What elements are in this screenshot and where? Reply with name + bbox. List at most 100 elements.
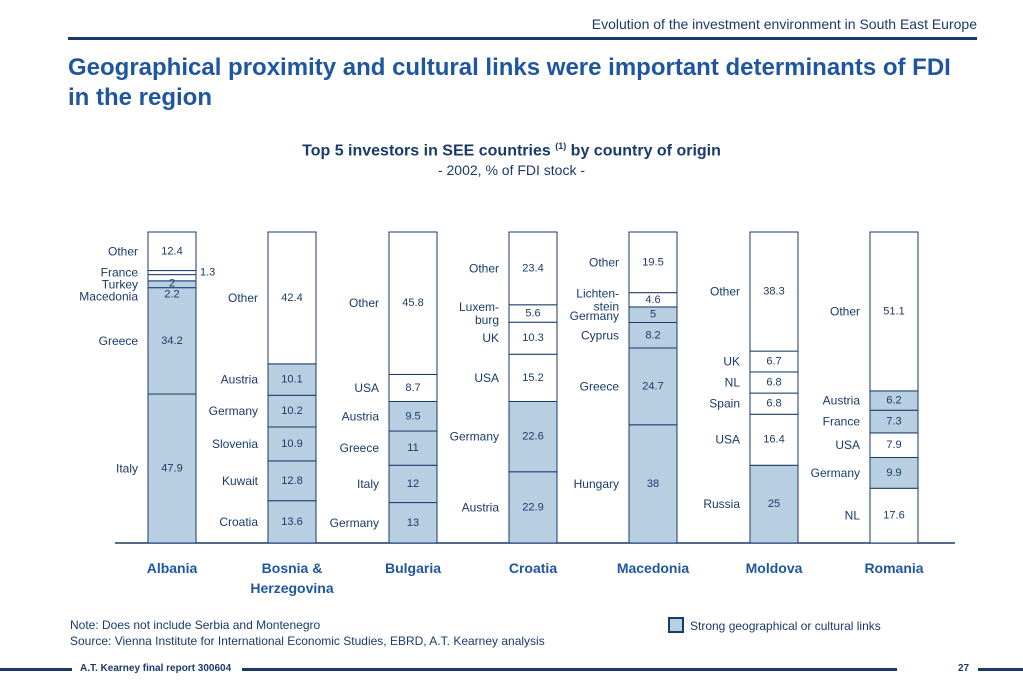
bar-segment-bulgaria-other	[388, 231, 438, 375]
legend-label-strong: Strong geographical or cultural links	[690, 619, 881, 633]
value-label-albania-greece: 34.2	[161, 335, 182, 347]
value-label-albania-turkey: 2	[169, 278, 175, 290]
value-label-bosnia-herzegovina-other: 42.4	[281, 292, 302, 304]
segment-label-moldova-nl: NL	[725, 376, 741, 390]
value-label-bulgaria-greece: 11	[407, 442, 418, 454]
value-label-romania-usa: 7.9	[886, 439, 901, 451]
bar-segment-romania-usa	[869, 432, 919, 458]
bar-segment-bosnia-herzegovina-other	[267, 231, 317, 365]
segment-label-bulgaria-other: Other	[349, 296, 379, 310]
segment-label-bosnia-herzegovina-croatia: Croatia	[219, 515, 258, 529]
value-label-moldova-spain: 6.8	[766, 398, 781, 410]
bar-segment-croatia-austria	[508, 471, 558, 544]
bar-segment-bulgaria-usa	[388, 373, 438, 402]
value-label-macedonia-germany: 5	[650, 309, 656, 321]
segment-label-bosnia-herzegovina-other: Other	[228, 291, 258, 305]
chart-title-footnote: (1)	[555, 141, 567, 151]
bar-segment-macedonia-hungary	[628, 424, 678, 544]
footer-rule-right	[978, 668, 1023, 671]
value-label-bulgaria-germany: 13	[407, 517, 419, 529]
bar-segment-croatia-germany	[508, 400, 558, 473]
value-label-bulgaria-usa: 8.7	[405, 382, 420, 394]
value-label-bosnia-herzegovina-germany: 10.2	[281, 405, 302, 417]
segment-label-bulgaria-italy: Italy	[357, 477, 379, 491]
segment-label-croatia-other: Other	[469, 261, 499, 275]
segment-label-macedonia-lichten-stein: stein	[594, 299, 619, 313]
value-label-macedonia-cyprus: 8.2	[645, 329, 660, 341]
value-label-romania-other: 51.1	[883, 305, 904, 317]
value-label-bosnia-herzegovina-slovenia: 10.9	[281, 438, 302, 450]
segment-label-croatia-luxem-burg: burg	[475, 313, 499, 327]
segment-label-croatia-luxem-burg: Luxem-	[459, 300, 499, 314]
chart-title: Top 5 investors in SEE countries (1) by …	[0, 141, 1023, 160]
segment-label-romania-germany: Germany	[811, 466, 860, 480]
segment-label-bosnia-herzegovina-germany: Germany	[209, 404, 258, 418]
chart-title-main: Top 5 investors in SEE countries	[302, 142, 551, 160]
segment-label-albania-france: France	[101, 266, 139, 280]
segment-label-albania-greece: Greece	[99, 334, 139, 348]
segment-label-macedonia-hungary: Hungary	[574, 477, 619, 491]
value-label-macedonia-other: 19.5	[642, 256, 663, 268]
segment-label-romania-france: France	[823, 415, 861, 429]
segment-label-croatia-usa: USA	[474, 371, 499, 385]
bar-segment-macedonia-greece	[628, 347, 678, 426]
category-label-albania: Albania	[147, 560, 198, 576]
category-label-croatia: Croatia	[509, 560, 557, 576]
report-header-title: Evolution of the investment environment …	[591, 16, 977, 32]
category-label-bosnia-herzegovina: Herzegovina	[250, 580, 333, 596]
source-text: Source: Vienna Institute for Internation…	[70, 634, 545, 648]
bar-segment-albania-france	[147, 270, 197, 276]
value-label-albania-france: 1.3	[200, 267, 215, 279]
value-label-croatia-other: 23.4	[522, 262, 543, 274]
segment-label-macedonia-cyprus: Cyprus	[581, 328, 619, 342]
bar-segment-macedonia-cyprus	[628, 322, 678, 349]
category-label-bosnia-herzegovina: Bosnia &	[262, 560, 323, 576]
value-label-bosnia-herzegovina-austria: 10.1	[281, 374, 302, 386]
segment-label-moldova-uk: UK	[723, 355, 740, 369]
value-label-romania-nl: 17.6	[883, 510, 904, 522]
bar-segment-romania-other	[869, 231, 919, 392]
segment-label-albania-macedonia: Macedonia	[79, 290, 138, 304]
value-label-romania-austria: 6.2	[886, 395, 901, 407]
category-label-moldova: Moldova	[746, 560, 803, 576]
bar-segment-moldova-russia	[749, 464, 799, 544]
value-label-bulgaria-italy: 12	[407, 478, 419, 490]
slide-title: Geographical proximity and cultural link…	[68, 54, 951, 111]
segment-label-croatia-uk: UK	[482, 331, 499, 345]
bar-segment-bosnia-herzegovina-austria	[267, 363, 317, 396]
value-label-moldova-russia: 25	[768, 498, 780, 510]
bar-segment-macedonia-other	[628, 231, 678, 294]
legend-swatch-strong	[668, 617, 684, 633]
segment-label-macedonia-other: Other	[589, 255, 619, 269]
segment-label-macedonia-germany: Germany	[570, 309, 619, 323]
segment-label-moldova-other: Other	[710, 285, 740, 299]
segment-label-bulgaria-austria: Austria	[342, 409, 380, 423]
segment-label-albania-turkey: Turkey	[102, 278, 138, 292]
bar-segment-bosnia-herzegovina-slovenia	[267, 426, 317, 462]
bar-segment-bulgaria-germany	[388, 502, 438, 544]
footer-rule-left	[0, 668, 72, 671]
footer-page-number: 27	[958, 663, 970, 674]
value-label-croatia-uk: 10.3	[522, 332, 543, 344]
value-label-macedonia-lichten-stein: 4.6	[645, 294, 660, 306]
segment-label-albania-other: Other	[108, 244, 138, 258]
value-label-albania-macedonia: 2.2	[164, 289, 179, 301]
value-label-albania-other: 12.4	[161, 245, 182, 257]
value-label-romania-france: 7.3	[886, 416, 901, 428]
bar-segment-romania-germany	[869, 456, 919, 489]
value-label-croatia-luxem-burg: 5.6	[525, 307, 540, 319]
bar-segment-albania-greece	[147, 287, 197, 395]
value-label-moldova-nl: 6.8	[766, 377, 781, 389]
segment-label-moldova-usa: USA	[715, 433, 740, 447]
category-label-romania: Romania	[864, 560, 923, 576]
value-label-bulgaria-austria: 9.5	[405, 410, 420, 422]
value-label-moldova-uk: 6.7	[766, 356, 781, 368]
bar-segment-bulgaria-greece	[388, 430, 438, 466]
bar-segment-bosnia-herzegovina-croatia	[267, 500, 317, 544]
footer-report-name: A.T. Kearney final report 300604	[80, 663, 232, 674]
value-label-moldova-usa: 16.4	[763, 434, 784, 446]
value-label-albania-italy: 47.9	[161, 463, 182, 475]
segment-label-bosnia-herzegovina-slovenia: Slovenia	[212, 437, 258, 451]
segment-label-bulgaria-usa: USA	[354, 381, 379, 395]
bar-segment-croatia-other	[508, 231, 558, 306]
